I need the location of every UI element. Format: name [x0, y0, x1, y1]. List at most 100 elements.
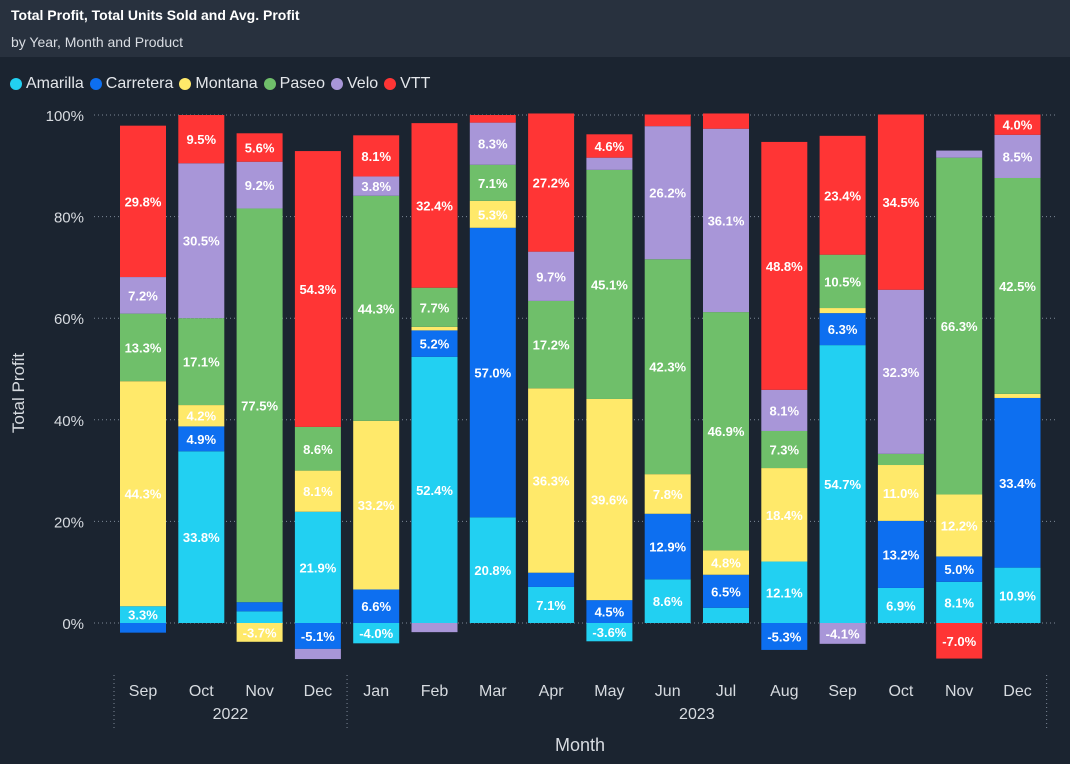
- bar-segment-montana: [936, 494, 983, 557]
- bar-segment-amarilla: [236, 611, 283, 623]
- legend-item-velo[interactable]: Velo: [331, 75, 378, 93]
- data-label: 10.9%: [999, 588, 1036, 603]
- data-label: 26.2%: [649, 186, 686, 201]
- data-label: 9.5%: [186, 132, 216, 147]
- bar-segment-paseo: [936, 157, 983, 495]
- x-tick-label: Oct: [189, 683, 214, 700]
- bar-segment-montana: [819, 308, 866, 314]
- bar-segment-velo: [761, 389, 808, 431]
- bar-segment-amarilla: [586, 623, 633, 642]
- bar-segment-velo: [819, 623, 866, 644]
- bar-segment-vtt: [586, 134, 633, 158]
- legend-item-carretera[interactable]: Carretera: [89, 75, 173, 93]
- bar-segment-paseo: [994, 177, 1041, 394]
- data-label: 6.5%: [711, 584, 741, 599]
- data-label: 42.5%: [999, 279, 1036, 294]
- x-axis-title: Month: [555, 735, 605, 755]
- bar-segment-montana: [528, 388, 575, 573]
- legend-marker-icon: [331, 78, 344, 90]
- bar-segment-montana: [236, 623, 283, 642]
- legend-item-amarilla[interactable]: Amarilla: [10, 75, 84, 93]
- y-tick-label: 0%: [62, 616, 84, 633]
- data-label: 52.4%: [416, 483, 453, 498]
- bar-segment-paseo: [469, 164, 516, 201]
- bar-segment-paseo: [877, 453, 924, 466]
- legend-label: Velo: [347, 75, 379, 92]
- data-label: 44.3%: [358, 301, 395, 316]
- legend-marker-icon: [263, 78, 276, 90]
- bar-segment-amarilla: [469, 517, 516, 623]
- bar-segment-montana: [294, 470, 341, 512]
- legend-item-paseo[interactable]: Paseo: [263, 75, 325, 93]
- data-label: 8.1%: [361, 149, 391, 164]
- x-tick-label: May: [594, 683, 624, 700]
- y-tick-label: 60%: [54, 311, 84, 328]
- data-label: 5.6%: [245, 141, 275, 156]
- bar-segment-vtt: [469, 115, 516, 123]
- bar-segment-velo: [353, 176, 400, 196]
- y-tick-label: 20%: [54, 514, 84, 531]
- x-tick-label: Nov: [245, 683, 273, 700]
- data-label: 9.7%: [536, 269, 566, 284]
- data-label: 7.1%: [536, 598, 566, 613]
- legend-marker-icon: [89, 78, 102, 90]
- bar-segment-montana: [178, 405, 225, 427]
- bar-segment-paseo: [703, 312, 749, 551]
- data-label: 4.2%: [186, 409, 216, 424]
- data-label: 77.5%: [241, 398, 278, 413]
- x-tick-label: Apr: [539, 683, 565, 700]
- data-label: 3.8%: [361, 179, 391, 194]
- data-label: 34.5%: [882, 195, 919, 210]
- bar-segment-amarilla: [819, 345, 866, 623]
- bar-segment-amarilla: [120, 606, 166, 623]
- bar-segment-vtt: [994, 114, 1041, 135]
- legend: Amarilla Carretera Montana Paseo Velo VTT: [10, 75, 436, 93]
- data-label: -3.6%: [592, 625, 626, 640]
- bar-segment-paseo: [353, 195, 400, 421]
- bar-segment-velo: [411, 623, 458, 633]
- bar-segment-carretera: [353, 589, 400, 623]
- data-label: 45.1%: [591, 277, 628, 292]
- bar-segment-paseo: [761, 430, 808, 469]
- data-label: 7.3%: [769, 443, 799, 458]
- data-label: 32.4%: [416, 198, 453, 213]
- data-label: 33.8%: [183, 530, 220, 545]
- bar-segment-velo: [294, 648, 341, 660]
- bar-segment-velo: [703, 128, 749, 313]
- data-label: 7.8%: [653, 487, 683, 502]
- data-label: 6.3%: [828, 322, 858, 337]
- data-label: -4.0%: [359, 626, 393, 641]
- bar-segment-carretera: [528, 572, 575, 587]
- bar-segment-vtt: [353, 135, 400, 177]
- x-tick-label: Dec: [1003, 683, 1031, 700]
- bar-segment-carretera: [294, 623, 341, 649]
- bar-segment-amarilla: [994, 567, 1041, 623]
- bar-segment-carretera: [877, 520, 924, 588]
- legend-item-vtt[interactable]: VTT: [384, 75, 430, 93]
- data-label: 12.1%: [766, 585, 803, 600]
- bar-segment-paseo: [294, 426, 341, 471]
- data-label: 66.3%: [941, 319, 978, 334]
- bar-segment-paseo: [236, 208, 283, 603]
- bar-segment-carretera: [586, 600, 633, 623]
- data-label: 42.3%: [649, 360, 686, 375]
- data-label: 7.7%: [420, 300, 450, 315]
- data-label: 27.2%: [533, 176, 570, 191]
- data-label: 17.1%: [183, 355, 220, 370]
- bar-segment-velo: [644, 126, 691, 260]
- bar-segment-velo: [178, 163, 225, 319]
- y-tick-label: 80%: [54, 210, 84, 227]
- x-tick-label: Sep: [129, 683, 158, 700]
- bar-segment-velo: [936, 150, 983, 158]
- legend-item-montana[interactable]: Montana: [179, 75, 258, 93]
- legend-marker-icon: [179, 78, 192, 90]
- data-label: 8.1%: [303, 484, 333, 499]
- data-label: 33.2%: [358, 498, 395, 513]
- data-label: 17.2%: [533, 338, 570, 353]
- bar-segment-montana: [411, 326, 458, 331]
- data-label: 8.5%: [1003, 149, 1033, 164]
- bar-segment-vtt: [528, 113, 575, 252]
- bar-segment-velo: [528, 251, 575, 301]
- chart-subtitle: by Year, Month and Product: [11, 34, 184, 50]
